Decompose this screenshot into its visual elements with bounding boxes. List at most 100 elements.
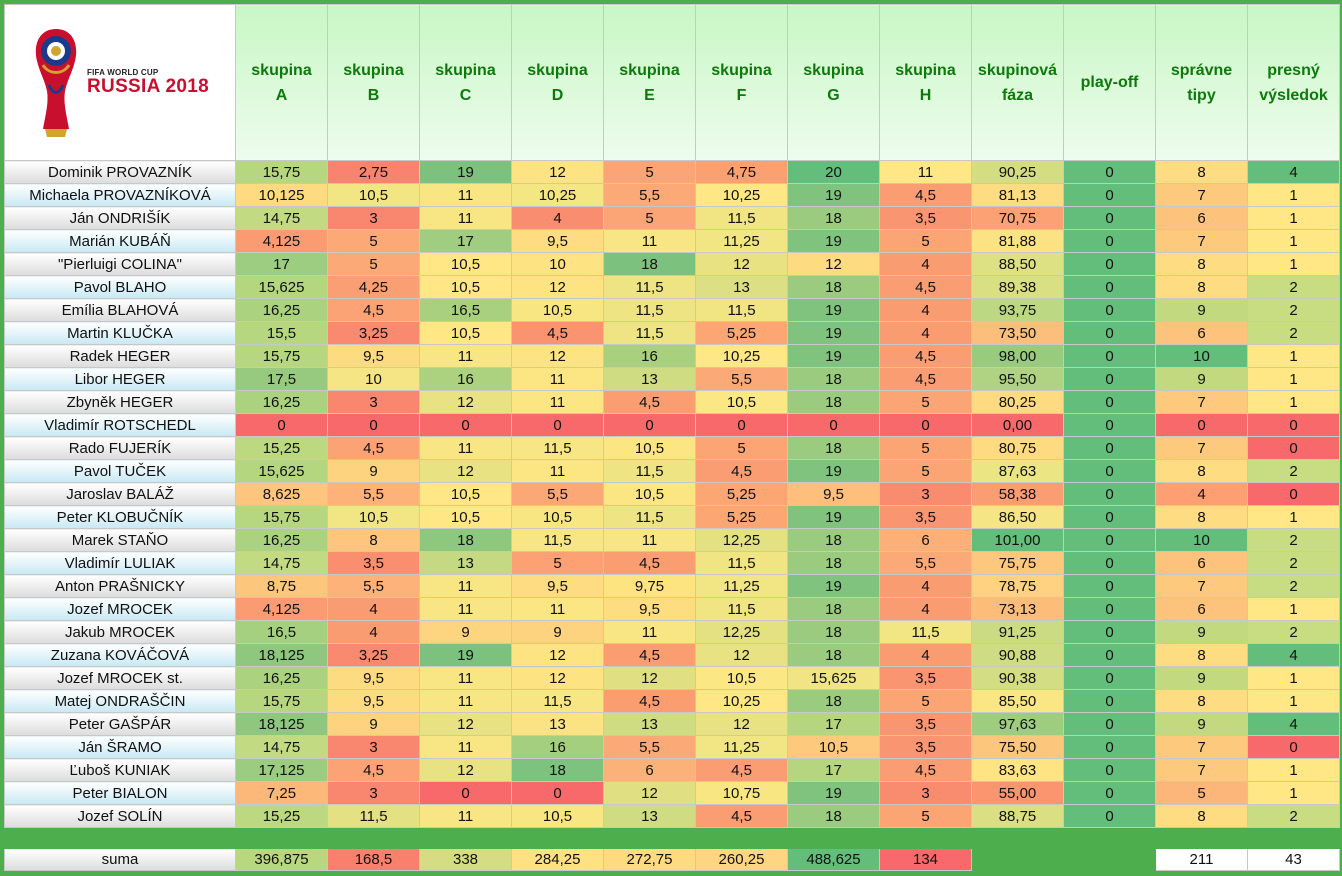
score-cell[interactable]: 1 [1247,390,1340,414]
player-name[interactable]: Dominik PROVAZNÍK [4,160,236,184]
score-cell[interactable]: 8 [1155,459,1248,483]
score-cell[interactable]: 0 [511,781,604,805]
score-cell[interactable]: 4 [511,206,604,230]
score-cell[interactable]: 11,5 [603,459,696,483]
player-name[interactable]: Martin KLUČKA [4,321,236,345]
score-cell[interactable]: 7 [1155,436,1248,460]
score-cell[interactable]: 1 [1247,758,1340,782]
score-cell[interactable]: 0 [1063,183,1156,207]
score-cell[interactable]: 6 [1155,321,1248,345]
player-name[interactable]: Marek STAŇO [4,528,236,552]
score-cell[interactable]: 3 [327,206,420,230]
score-cell[interactable]: 0 [1063,482,1156,506]
score-cell[interactable]: 0 [1063,390,1156,414]
score-cell[interactable]: 10,5 [695,390,788,414]
score-cell[interactable]: 11 [419,804,512,828]
score-cell[interactable]: 0 [787,413,880,437]
score-cell[interactable]: 4,5 [327,758,420,782]
score-cell[interactable]: 13 [511,712,604,736]
score-cell[interactable]: 7 [1155,390,1248,414]
score-cell[interactable]: 75,50 [971,735,1064,759]
player-name[interactable]: Emília BLAHOVÁ [4,298,236,322]
score-cell[interactable]: 0 [235,413,328,437]
score-cell[interactable]: 1 [1247,666,1340,690]
score-cell[interactable]: 18 [603,252,696,276]
score-cell[interactable]: 4,5 [603,390,696,414]
score-cell[interactable]: 10,25 [695,344,788,368]
player-name[interactable]: Marián KUBÁŇ [4,229,236,253]
player-name[interactable]: Matej ONDRAŠČIN [4,689,236,713]
player-name[interactable]: Pavol TUČEK [4,459,236,483]
score-cell[interactable]: 3,5 [879,505,972,529]
player-name[interactable]: Jakub MROCEK [4,620,236,644]
score-cell[interactable]: 5,5 [695,367,788,391]
score-cell[interactable]: 95,50 [971,367,1064,391]
score-cell[interactable]: 0 [1063,528,1156,552]
score-cell[interactable]: 7 [1155,229,1248,253]
score-cell[interactable]: 0 [1063,643,1156,667]
score-cell[interactable]: 0 [327,413,420,437]
score-cell[interactable]: 18 [787,206,880,230]
score-cell[interactable]: 18 [419,528,512,552]
score-cell[interactable]: 11,5 [695,298,788,322]
score-cell[interactable]: 15,75 [235,160,328,184]
score-cell[interactable]: 15,625 [235,275,328,299]
score-cell[interactable]: 14,75 [235,206,328,230]
score-cell[interactable]: 4,5 [327,298,420,322]
score-cell[interactable]: 19 [787,321,880,345]
player-name[interactable]: Peter BIALON [4,781,236,805]
score-cell[interactable]: 0 [1063,252,1156,276]
score-cell[interactable]: 9,5 [327,666,420,690]
score-cell[interactable]: 19 [787,459,880,483]
score-cell[interactable]: 10,25 [695,689,788,713]
sum-cell[interactable]: 134 [879,848,972,871]
score-cell[interactable]: 1 [1247,229,1340,253]
score-cell[interactable]: 8,75 [235,574,328,598]
score-cell[interactable]: 10 [1155,528,1248,552]
score-cell[interactable]: 4,5 [511,321,604,345]
score-cell[interactable]: 10,5 [419,321,512,345]
score-cell[interactable]: 4,5 [879,344,972,368]
score-cell[interactable]: 4,5 [695,804,788,828]
player-name[interactable]: Jaroslav BALÁŽ [4,482,236,506]
score-cell[interactable]: 18,125 [235,643,328,667]
score-cell[interactable]: 4 [1247,160,1340,184]
sum-cell[interactable]: 260,25 [695,848,788,871]
score-cell[interactable]: 10,5 [603,482,696,506]
score-cell[interactable]: 18 [787,597,880,621]
score-cell[interactable]: 3 [879,482,972,506]
player-name[interactable]: Zuzana KOVÁČOVÁ [4,643,236,667]
score-cell[interactable]: 0 [511,413,604,437]
score-cell[interactable]: 9,5 [511,574,604,598]
score-cell[interactable]: 2 [1247,321,1340,345]
score-cell[interactable]: 5,25 [695,505,788,529]
player-name[interactable]: Jozef SOLÍN [4,804,236,828]
score-cell[interactable]: 18 [787,804,880,828]
score-cell[interactable]: 9 [327,459,420,483]
score-cell[interactable]: 16,25 [235,298,328,322]
score-cell[interactable]: 91,25 [971,620,1064,644]
score-cell[interactable]: 1 [1247,183,1340,207]
score-cell[interactable]: 9,5 [327,344,420,368]
player-name[interactable]: Rado FUJERÍK [4,436,236,460]
score-cell[interactable]: 0 [1063,620,1156,644]
score-cell[interactable]: 4,125 [235,229,328,253]
sum-cell[interactable]: 43 [1247,848,1340,871]
score-cell[interactable]: 11,5 [695,597,788,621]
score-cell[interactable]: 7 [1155,758,1248,782]
score-cell[interactable]: 0 [603,413,696,437]
score-cell[interactable]: 4 [1247,643,1340,667]
score-cell[interactable]: 4,5 [879,183,972,207]
score-cell[interactable]: 5 [695,436,788,460]
score-cell[interactable]: 11 [419,666,512,690]
score-cell[interactable]: 12 [511,666,604,690]
score-cell[interactable]: 4 [879,252,972,276]
score-cell[interactable]: 4,5 [879,367,972,391]
score-cell[interactable]: 5 [879,459,972,483]
score-cell[interactable]: 19 [787,781,880,805]
score-cell[interactable]: 2 [1247,551,1340,575]
score-cell[interactable]: 12 [419,712,512,736]
score-cell[interactable]: 11 [603,229,696,253]
score-cell[interactable]: 10,5 [419,505,512,529]
score-cell[interactable]: 12 [787,252,880,276]
